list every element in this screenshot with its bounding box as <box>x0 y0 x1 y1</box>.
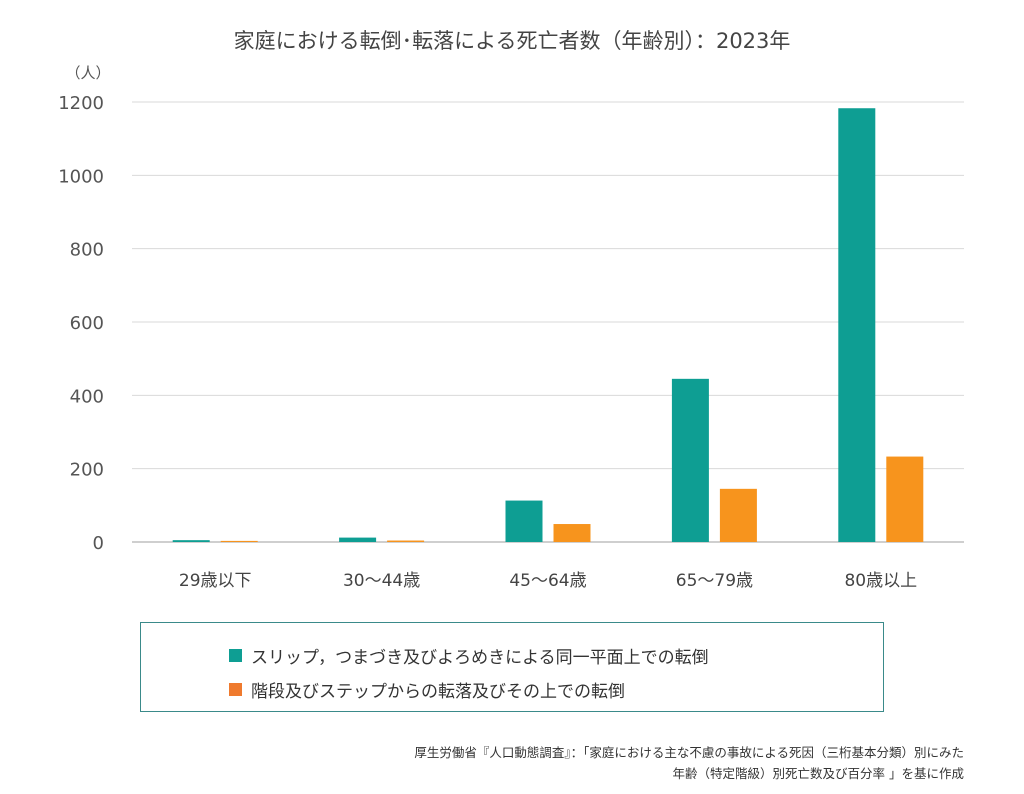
bar-series-2-2 <box>387 540 425 542</box>
legend-label-series-1: スリップ，つまづき及びよろめきによる同一平面上での転倒 <box>251 648 709 668</box>
source-note: 厚生労働省『人口動態調査』：「家庭における主な不慮の事故による死因（三桁基本分類… <box>414 742 964 784</box>
source-line-2: 年齢（特定階級）別死亡数及び百分率 」を基に作成 <box>672 766 964 781</box>
x-tick-label: 65～79歳 <box>676 571 753 591</box>
legend-label-series-2: 階段及びステップからの転落及びその上での転倒 <box>251 682 625 702</box>
bar-series-2-1 <box>220 540 258 542</box>
y-tick-label: 800 <box>70 240 104 261</box>
bar-series-1-4 <box>671 378 709 542</box>
bar-series-1-3 <box>505 500 543 542</box>
bar-chart: 家庭における転倒･転落による死亡者数（年齢別）：2023年 （人） 0 200 40… <box>58 29 964 591</box>
y-tick-label: 0 <box>93 533 104 554</box>
y-tick-label: 1200 <box>58 93 104 114</box>
legend-swatch-series-1 <box>229 649 242 662</box>
x-tick-label: 45～64歳 <box>509 571 586 591</box>
x-tick-label: 80歳以上 <box>844 571 917 591</box>
bar-series-1-5 <box>838 108 876 542</box>
legend-swatch-series-2 <box>229 683 242 696</box>
y-tick-label: 200 <box>70 460 104 481</box>
legend-item-series-2: 階段及びステップからの転落及びその上での転倒 <box>229 677 625 702</box>
y-tick-label: 400 <box>70 386 104 407</box>
legend-item-series-1: スリップ，つまづき及びよろめきによる同一平面上での転倒 <box>229 643 709 668</box>
source-line-1: 厚生労働省『人口動態調査』：「家庭における主な不慮の事故による死因（三桁基本分類… <box>414 745 964 760</box>
y-axis-ticks: 0 200 400 600 800 1000 1200 <box>58 93 104 554</box>
gridlines <box>132 101 964 543</box>
x-axis-ticks: 29歳以下 30～44歳 45～64歳 65～79歳 80歳以上 <box>179 571 917 591</box>
bar-series-1-2 <box>339 537 377 542</box>
bar-series-2-3 <box>553 524 591 542</box>
legend: スリップ，つまづき及びよろめきによる同一平面上での転倒 階段及びステップからの転… <box>140 622 884 712</box>
x-tick-label: 29歳以下 <box>179 571 252 591</box>
x-tick-label: 30～44歳 <box>343 571 420 591</box>
bar-series-2-5 <box>886 456 924 542</box>
bar-series-1-1 <box>172 540 210 542</box>
bars <box>172 108 924 542</box>
bar-series-2-4 <box>719 488 757 542</box>
y-axis-unit-label: （人） <box>65 64 110 82</box>
chart-title: 家庭における転倒･転落による死亡者数（年齢別）：2023年 <box>234 29 791 53</box>
y-tick-label: 1000 <box>58 166 104 187</box>
y-tick-label: 600 <box>70 313 104 334</box>
